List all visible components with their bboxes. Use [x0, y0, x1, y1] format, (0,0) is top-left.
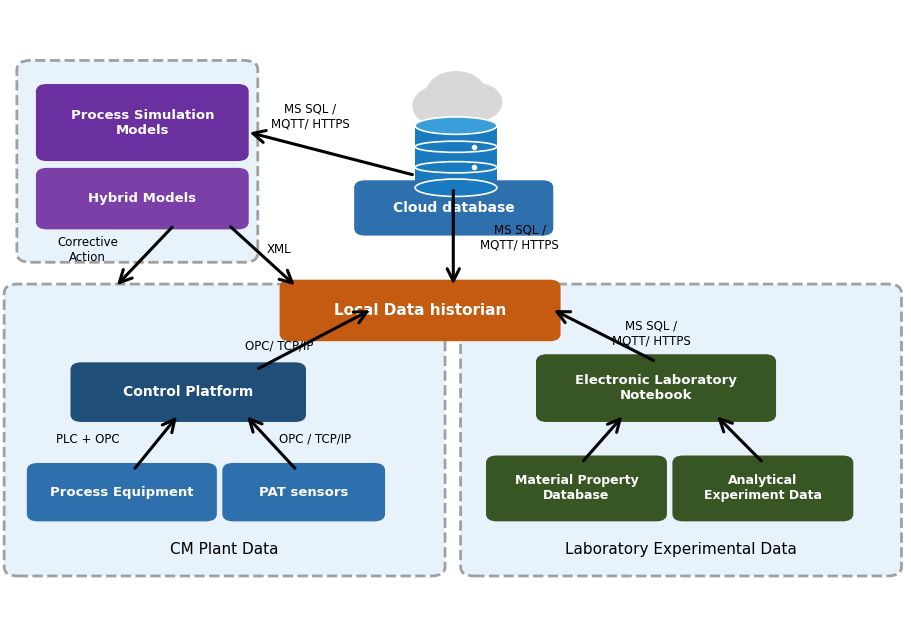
FancyBboxPatch shape [16, 61, 258, 262]
Text: Material Property
Database: Material Property Database [514, 474, 638, 502]
FancyBboxPatch shape [671, 456, 853, 521]
Text: MS SQL /
MQTT/ HTTPS: MS SQL / MQTT/ HTTPS [611, 319, 691, 348]
Text: Process Simulation
Models: Process Simulation Models [70, 109, 214, 137]
Text: MS SQL /
MQTT/ HTTPS: MS SQL / MQTT/ HTTPS [271, 102, 350, 130]
Text: Local Data historian: Local Data historian [333, 303, 506, 318]
Ellipse shape [412, 86, 463, 125]
Text: PAT sensors: PAT sensors [259, 485, 348, 499]
Text: Hybrid Models: Hybrid Models [88, 192, 196, 205]
Ellipse shape [425, 71, 486, 118]
Text: Cloud database: Cloud database [393, 201, 514, 215]
Text: Electronic Laboratory
Notebook: Electronic Laboratory Notebook [575, 374, 736, 402]
Text: Process Equipment: Process Equipment [50, 485, 193, 499]
FancyBboxPatch shape [280, 280, 560, 341]
FancyBboxPatch shape [486, 456, 666, 521]
Text: Corrective
Action: Corrective Action [57, 236, 118, 264]
Text: Analytical
Experiment Data: Analytical Experiment Data [703, 474, 821, 502]
Text: Laboratory Experimental Data: Laboratory Experimental Data [565, 542, 796, 557]
Ellipse shape [421, 101, 457, 128]
FancyBboxPatch shape [460, 284, 901, 576]
Ellipse shape [455, 84, 502, 120]
FancyBboxPatch shape [353, 180, 553, 236]
FancyBboxPatch shape [222, 463, 384, 521]
FancyBboxPatch shape [36, 168, 249, 230]
Text: OPC / TCP/IP: OPC / TCP/IP [279, 433, 351, 446]
FancyBboxPatch shape [36, 84, 249, 161]
Ellipse shape [445, 100, 481, 127]
FancyBboxPatch shape [26, 463, 217, 521]
Text: PLC + OPC: PLC + OPC [56, 433, 119, 446]
FancyBboxPatch shape [415, 125, 496, 188]
Text: XML: XML [266, 243, 291, 256]
Ellipse shape [415, 179, 496, 197]
FancyBboxPatch shape [70, 363, 306, 422]
Text: CM Plant Data: CM Plant Data [170, 542, 279, 557]
Text: Control Platform: Control Platform [123, 385, 253, 399]
FancyBboxPatch shape [536, 354, 775, 422]
Ellipse shape [415, 117, 496, 134]
Text: MS SQL /
MQTT/ HTTPS: MS SQL / MQTT/ HTTPS [480, 223, 558, 251]
Text: OPC/ TCP/IP: OPC/ TCP/IP [244, 339, 312, 353]
FancyBboxPatch shape [5, 284, 445, 576]
